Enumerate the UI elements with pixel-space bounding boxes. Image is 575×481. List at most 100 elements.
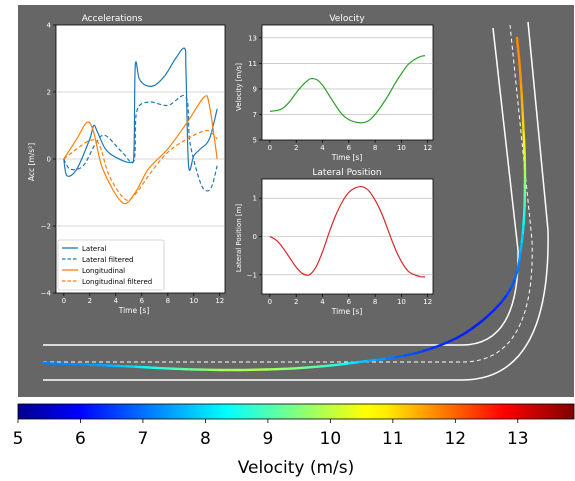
velocity-axes: 5 7 9 11 13 0 2 4 6 8 10 12 xyxy=(248,25,433,152)
legend-label-lateral: Lateral xyxy=(82,245,106,253)
colorbar-gradient xyxy=(18,404,574,419)
trajectory-segment xyxy=(368,360,377,361)
lateral-position-ytick-label: 1 xyxy=(253,195,257,203)
colorbar-tick-label: 9 xyxy=(262,429,273,449)
colorbar-label: Velocity (m/s) xyxy=(238,458,355,477)
colorbar-tick-label: 6 xyxy=(75,429,86,449)
accelerations-ytick-label: 4 xyxy=(47,22,52,30)
trajectory-segment xyxy=(522,103,523,112)
velocity-xlabel: Time [s] xyxy=(331,153,363,162)
accelerations-ytick-label: −4 xyxy=(41,290,52,298)
legend-label-lateral-filtered: Lateral filtered xyxy=(82,256,133,264)
accelerations-ytick-label: 2 xyxy=(47,89,51,97)
colorbar-tick-label: 11 xyxy=(382,429,404,449)
trajectory-segment xyxy=(524,215,525,224)
velocity-ytick-label: 9 xyxy=(253,85,257,93)
velocity-ytick-label: 13 xyxy=(248,34,257,42)
lateral-position-xtick-label: 10 xyxy=(397,298,406,306)
lateral-position-xlabel: Time [s] xyxy=(331,307,363,316)
lateral-position-title: Lateral Position xyxy=(312,168,381,178)
trajectory-segment xyxy=(520,66,521,75)
velocity-xtick-label: 8 xyxy=(373,144,377,152)
trajectory-segment xyxy=(522,94,523,103)
trajectory-segment xyxy=(523,112,524,121)
accelerations-xtick-label: 8 xyxy=(166,297,170,305)
trajectory-segment xyxy=(519,57,520,66)
lateral-position-xtick-label: 4 xyxy=(320,298,325,306)
trajectory-segment xyxy=(524,131,525,140)
accelerations-xlabel: Time [s] xyxy=(118,306,150,315)
colorbar-tick-label: 8 xyxy=(200,429,211,449)
trajectory-segment xyxy=(313,366,322,367)
trajectory-segment xyxy=(127,366,136,367)
lateral-position-ylabel: Lateral Position [m] xyxy=(235,204,243,273)
trajectory-segment xyxy=(155,368,164,369)
trajectory-segment xyxy=(377,359,386,360)
velocity-title: Velocity xyxy=(329,14,365,24)
accelerations-xtick-label: 10 xyxy=(189,297,198,305)
accelerations-xtick-label: 12 xyxy=(215,297,224,305)
accelerations-legend: Lateral Lateral filtered Longitudinal Lo… xyxy=(58,240,164,290)
trajectory-segment xyxy=(322,365,331,366)
trajectory-segment xyxy=(522,233,523,242)
trajectory-segment xyxy=(136,367,145,368)
lateral-position-ytick-label: 0 xyxy=(253,233,257,241)
trajectory-segment xyxy=(303,367,312,368)
velocity-ylabel: Velocity [m/s] xyxy=(235,63,243,111)
lateral-position-xtick-label: 8 xyxy=(373,298,377,306)
trajectory-segment xyxy=(517,38,518,47)
accelerations-ytick-label: −2 xyxy=(41,223,51,231)
lateral-position-xtick-label: 6 xyxy=(347,298,352,306)
trajectory-segment xyxy=(520,75,521,84)
colorbar-tick-label: 12 xyxy=(444,429,466,449)
trajectory-segment xyxy=(359,361,368,362)
velocity-xtick-label: 10 xyxy=(397,144,406,152)
velocity-plot-area xyxy=(262,25,433,140)
lateral-position-xtick-label: 12 xyxy=(423,298,432,306)
velocity-plot: 5 7 9 11 13 0 2 4 6 8 10 12 Velocity Time [s] Veloc… xyxy=(235,14,433,162)
trajectory-segment xyxy=(294,368,303,369)
velocity-ytick-label: 11 xyxy=(248,60,257,68)
trajectory-segment xyxy=(340,363,349,364)
legend-label-longitudinal-filtered: Longitudinal filtered xyxy=(82,278,152,286)
accelerations-xtick-label: 6 xyxy=(140,297,145,305)
trajectory-segment xyxy=(518,47,519,56)
velocity-xtick-label: 0 xyxy=(268,144,272,152)
legend-label-longitudinal: Longitudinal xyxy=(82,267,125,275)
velocity-ytick-label: 5 xyxy=(253,137,257,145)
velocity-colorbar: Velocity (m/s) 5 6 7 8 9 10 11 12 13 xyxy=(13,404,574,477)
trajectory-segment xyxy=(331,364,340,365)
accelerations-title: Accelerations xyxy=(82,14,143,24)
velocity-xtick-label: 6 xyxy=(347,144,352,152)
accelerations-ylabel: Acc [m/s²] xyxy=(27,143,36,181)
velocity-xtick-label: 4 xyxy=(320,144,325,152)
accelerations-xtick-label: 0 xyxy=(62,297,66,305)
trajectory-segment xyxy=(518,261,520,270)
colorbar-tick-label: 7 xyxy=(138,429,149,449)
colorbar-tick-label: 10 xyxy=(320,429,342,449)
trajectory-segment xyxy=(523,224,524,233)
velocity-xtick-label: 12 xyxy=(423,144,432,152)
accelerations-xtick-label: 4 xyxy=(114,297,119,305)
colorbar-tick-label: 13 xyxy=(507,429,529,449)
lateral-position-xtick-label: 0 xyxy=(268,298,272,306)
trajectory-segment xyxy=(521,242,522,251)
velocity-xtick-label: 2 xyxy=(294,144,298,152)
trajectory-segment xyxy=(396,356,405,358)
trajectory-segment xyxy=(519,252,520,261)
trajectory-segment xyxy=(350,362,359,363)
trajectory-segment xyxy=(145,367,154,368)
velocity-ytick-label: 7 xyxy=(253,111,257,119)
lateral-position-ytick-label: −1 xyxy=(247,271,257,279)
accelerations-xtick-label: 2 xyxy=(88,297,92,305)
trajectory-segment xyxy=(521,84,522,93)
trajectory-segment xyxy=(387,357,396,358)
lateral-position-xtick-label: 2 xyxy=(294,298,298,306)
accelerations-ytick-label: 0 xyxy=(47,156,51,164)
colorbar-tick-label: 5 xyxy=(13,429,24,449)
